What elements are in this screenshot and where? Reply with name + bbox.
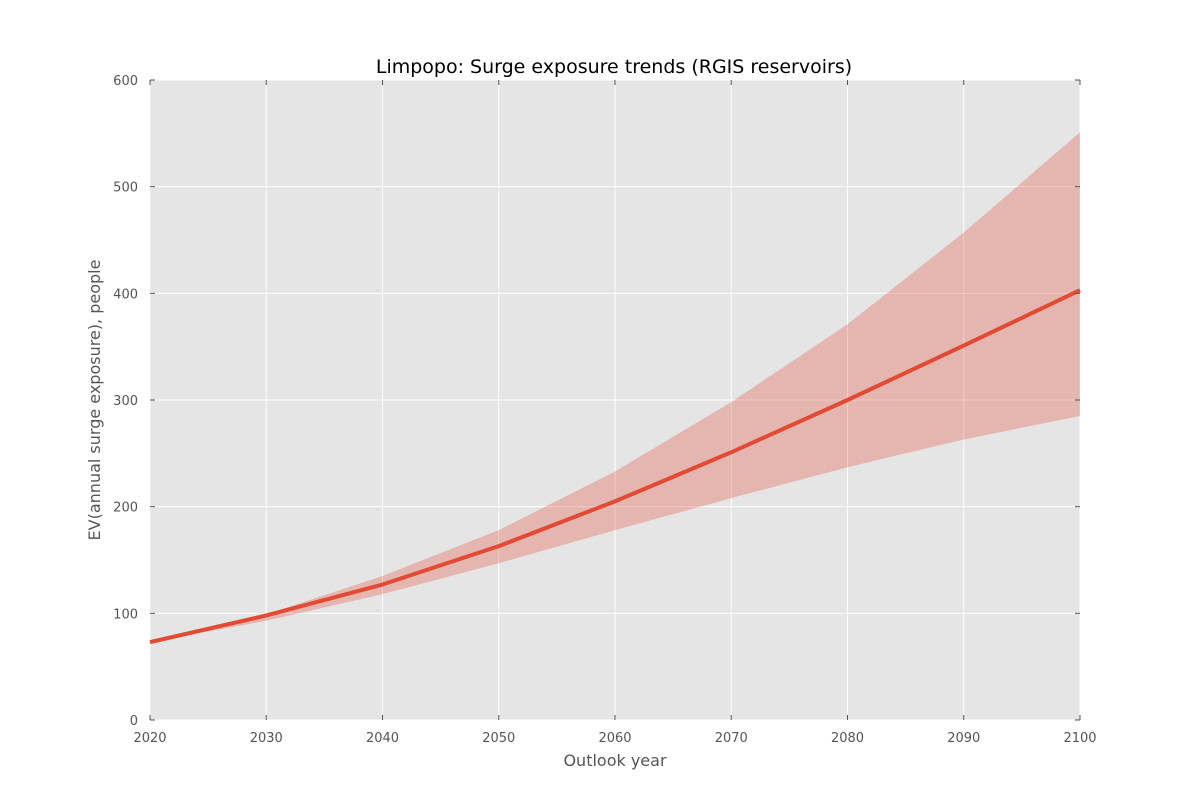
x-tick-label: 2070 — [715, 731, 748, 746]
series-line-group — [149, 288, 1081, 645]
y-axis-label: EV(annual surge exposure), people — [85, 260, 104, 541]
chart-title: Limpopo: Surge exposure trends (RGIS res… — [376, 56, 852, 78]
x-tick-label: 2040 — [366, 731, 399, 746]
x-tick-label: 2090 — [947, 731, 980, 746]
y-tick-label: 300 — [113, 394, 138, 409]
y-tick-labels: 0 100 200 300 400 500 600 — [113, 74, 138, 729]
x-tick-label: 2100 — [1063, 731, 1096, 746]
y-tick-label: 0 — [130, 714, 138, 729]
y-tick-label: 100 — [113, 607, 138, 622]
uncertainty-band — [150, 132, 1080, 643]
y-tick-label: 400 — [113, 287, 138, 302]
y-tick-label: 500 — [113, 181, 138, 196]
series-line — [149, 288, 1081, 645]
x-tick-label: 2050 — [482, 731, 515, 746]
x-tick-labels: 2020 2030 2040 2050 2060 2070 2080 2090 2100 — [133, 731, 1096, 746]
x-tick-label: 2020 — [133, 731, 166, 746]
tick-marks — [149, 79, 1081, 721]
x-tick-label: 2060 — [598, 731, 631, 746]
x-tick-label: 2030 — [250, 731, 283, 746]
y-tick-label: 200 — [113, 501, 138, 516]
x-axis-label: Outlook year — [563, 751, 667, 770]
x-tick-label: 2080 — [831, 731, 864, 746]
y-tick-label: 600 — [113, 74, 138, 89]
uncertainty-band-group — [150, 132, 1080, 643]
